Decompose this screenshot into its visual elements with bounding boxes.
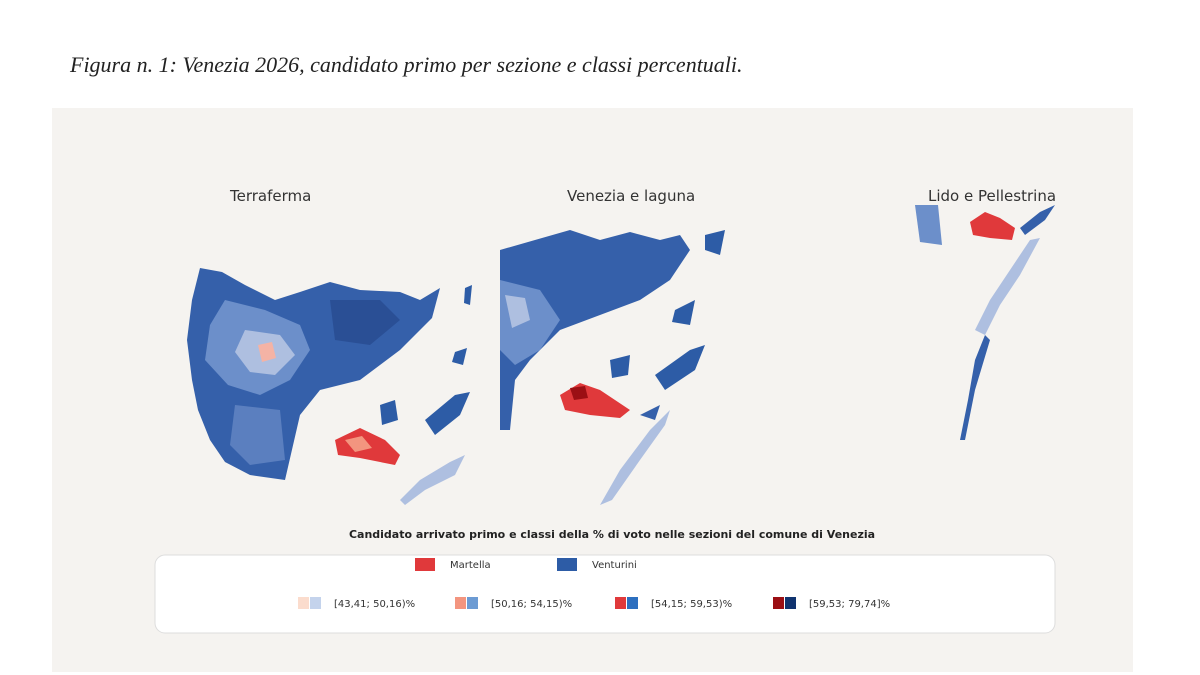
legend: Martella Venturini [43,41; 50,16)% [50,16; … xyxy=(298,558,890,610)
legend-label: Venturini xyxy=(592,560,637,571)
class-label: [59,53; 79,74]% xyxy=(809,599,890,610)
class-swatch xyxy=(455,597,466,609)
legend-swatch xyxy=(557,558,577,571)
legend-box xyxy=(154,554,1056,634)
class-swatch xyxy=(298,597,309,609)
map-terraferma xyxy=(187,268,472,505)
panel-title: Lido e Pellestrina xyxy=(928,187,1056,205)
class-swatch xyxy=(785,597,796,609)
map-venezia-laguna xyxy=(500,230,725,505)
legend-swatch xyxy=(415,558,435,571)
class-label: [50,16; 54,15)% xyxy=(491,599,572,610)
legend-title: Candidato arrivato primo e classi della … xyxy=(349,528,875,541)
panel-title: Venezia e laguna xyxy=(567,187,695,205)
panel-title: Terraferma xyxy=(229,187,311,205)
class-swatch xyxy=(467,597,478,609)
class-swatch xyxy=(773,597,784,609)
caption: Figura n. 1: Venezia 2026, candidato pri… xyxy=(69,52,743,77)
class-swatch xyxy=(310,597,321,609)
legend-label: Martella xyxy=(450,560,491,571)
class-label: [54,15; 59,53)% xyxy=(651,599,732,610)
class-label: [43,41; 50,16)% xyxy=(334,599,415,610)
class-swatch xyxy=(615,597,626,609)
map-lido-pellestrina xyxy=(915,205,1055,440)
class-swatch xyxy=(627,597,638,609)
